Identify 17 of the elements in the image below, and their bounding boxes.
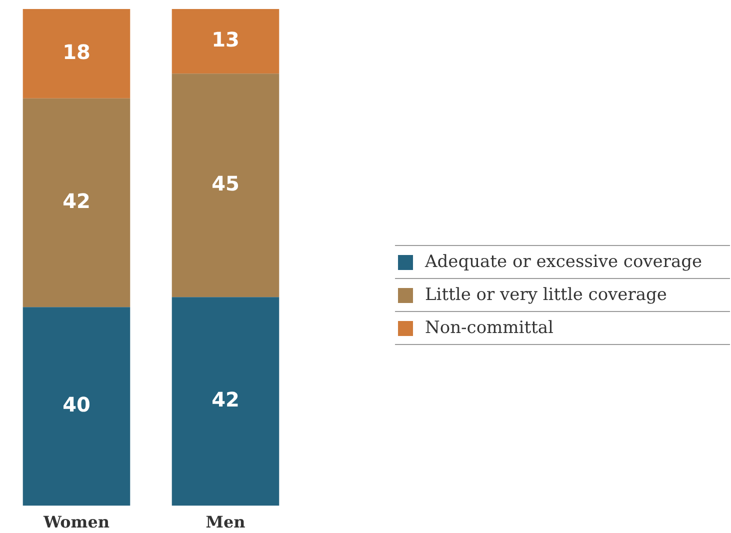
bar: [172, 297, 280, 506]
bar: [22, 98, 130, 308]
data-label: 45: [212, 172, 240, 196]
data-label: 42: [62, 188, 90, 213]
bar: [22, 307, 130, 506]
data-label: 42: [212, 388, 240, 412]
x-tick-label: Women: [42, 512, 110, 532]
bar: [172, 9, 280, 74]
legend-label: Little or very little coverage: [425, 285, 667, 305]
data-label: 40: [62, 392, 90, 417]
legend-label: Non-committal: [425, 318, 554, 338]
x-tick-label: Men: [206, 512, 246, 532]
bar: [22, 9, 130, 98]
data-label: 13: [212, 27, 240, 52]
data-label: 18: [62, 40, 90, 64]
bar: [172, 74, 280, 298]
legend-label: Adequate or excessive coverage: [425, 252, 702, 272]
